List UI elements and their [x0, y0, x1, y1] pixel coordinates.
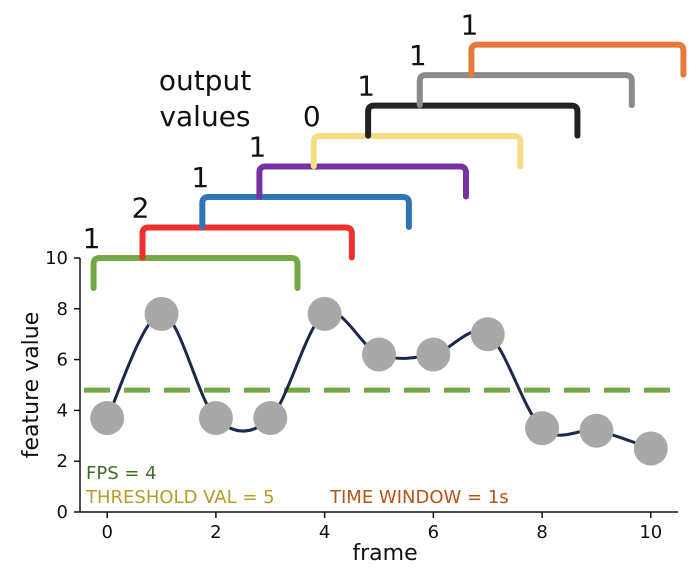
- windows-layer: [90, 41, 687, 291]
- threshold-annotation: THRESHOLD VAL = 5: [85, 487, 275, 508]
- y-axis-title: feature value: [19, 312, 44, 459]
- axes-layer: 0 2 4 6 8 10 0 2 4 6 8 10: [45, 248, 678, 543]
- window-output-label: 1: [461, 9, 479, 42]
- window-output-label: 1: [191, 161, 209, 194]
- window-output-label: 1: [248, 131, 266, 164]
- series-layer: [105, 310, 652, 450]
- data-point: [90, 401, 125, 436]
- window-bracket: [310, 133, 524, 170]
- y-tick-label: 8: [57, 299, 68, 320]
- output-title-line1: output: [159, 64, 251, 97]
- window-output-label: 1: [83, 222, 101, 255]
- window-bracket: [468, 41, 687, 78]
- x-tick-label: 10: [639, 522, 662, 543]
- window-output-label: 0: [303, 100, 321, 133]
- window-bracket: [365, 102, 581, 139]
- data-point: [362, 337, 396, 372]
- y-tick-label: 6: [57, 350, 68, 371]
- data-point: [307, 296, 342, 331]
- data-point: [633, 431, 668, 466]
- data-point: [253, 401, 288, 436]
- data-point: [198, 401, 233, 436]
- data-point: [470, 317, 505, 352]
- window-output-label: 1: [409, 39, 427, 72]
- window-output-label: 2: [132, 192, 150, 225]
- data-point: [416, 337, 451, 372]
- output-title-line2: values: [159, 100, 250, 133]
- data-point: [144, 296, 179, 331]
- x-tick-label: 0: [101, 522, 112, 543]
- x-axis-title: frame: [352, 541, 417, 566]
- fps-annotation: FPS = 4: [86, 463, 157, 484]
- y-tick-label: 2: [57, 451, 68, 472]
- x-tick-label: 2: [210, 522, 221, 543]
- time-window-annotation: TIME WINDOW = 1s: [329, 487, 509, 508]
- x-tick-label: 4: [319, 522, 330, 543]
- points-layer: [90, 296, 668, 466]
- window-bracket: [256, 163, 469, 200]
- window-bracket: [90, 255, 301, 291]
- y-tick-label: 4: [57, 400, 68, 421]
- window-bracket: [199, 194, 412, 231]
- y-tick-label: 10: [45, 248, 68, 269]
- data-point: [525, 411, 560, 446]
- y-tick-label: 0: [57, 502, 68, 523]
- x-tick-label: 8: [536, 522, 547, 543]
- window-bracket: [139, 224, 355, 261]
- window-bracket: [416, 72, 635, 109]
- data-point: [579, 413, 614, 448]
- window-output-label: 1: [357, 70, 375, 103]
- series-line: [105, 310, 652, 450]
- x-tick-label: 6: [428, 522, 439, 543]
